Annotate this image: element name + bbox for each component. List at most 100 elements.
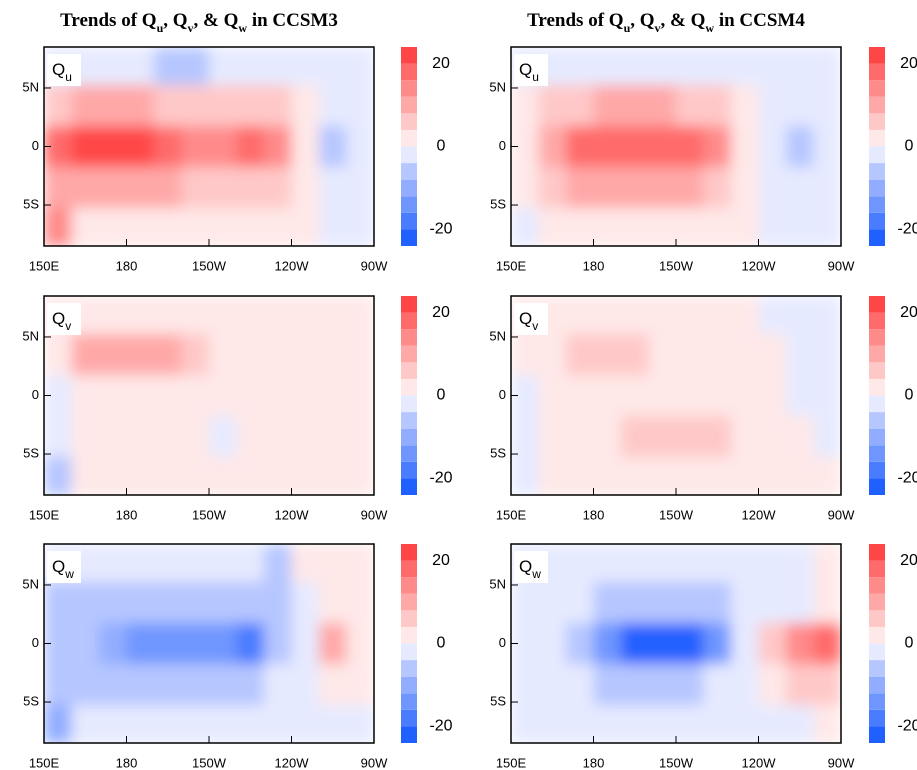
x-tick-label: 150E — [29, 258, 60, 273]
colorbar-box — [401, 47, 417, 64]
colorbar-box — [401, 129, 417, 147]
colorbar-box — [401, 212, 417, 230]
panel-label-box — [47, 54, 81, 86]
contour-cell — [731, 207, 759, 246]
contour-cell — [99, 296, 127, 335]
contour-cell — [319, 415, 347, 458]
contour-cell — [593, 415, 622, 458]
contour-cell — [621, 166, 649, 209]
y-tick-label: 5S — [490, 196, 506, 211]
contour-cells — [44, 296, 374, 495]
contour-cell — [264, 47, 292, 86]
contour-cell — [154, 456, 182, 495]
colorbar-box — [401, 709, 417, 727]
x-tick-label: 150W — [659, 258, 694, 273]
colorbar-label: 0 — [437, 635, 446, 652]
contour-cell — [291, 166, 320, 209]
contour-cell — [511, 166, 539, 209]
contour-cell — [264, 207, 292, 246]
contour-cell — [648, 296, 677, 335]
contour-cell — [676, 544, 704, 583]
y-tick-label: 5N — [22, 328, 39, 343]
y-tick-label: 0 — [32, 635, 39, 650]
contour-cell — [71, 126, 100, 168]
y-tick-label: 5S — [23, 445, 39, 460]
contour-cell — [264, 663, 292, 706]
column-title: Trends of Qu, Qv, & Qw in CCSM4 — [527, 10, 805, 34]
contour-cell — [758, 663, 787, 706]
contour-cell — [621, 704, 649, 743]
colorbar-box — [401, 428, 417, 446]
contour-cell — [676, 47, 704, 86]
contour-cell — [154, 334, 182, 376]
contour-cell — [731, 663, 759, 706]
contour-cell — [593, 544, 622, 583]
panel-label: Qu — [52, 60, 72, 84]
contour-cell — [648, 663, 677, 706]
contour-cell — [786, 704, 814, 743]
colorbar-box — [869, 726, 885, 743]
x-tick-label: 180 — [116, 755, 138, 770]
colorbar-box — [401, 329, 417, 346]
contour-cell — [566, 334, 594, 376]
colorbar-box — [401, 196, 417, 213]
colorbar-box — [869, 96, 885, 114]
x-tick-label: 150W — [659, 755, 694, 770]
colorbar-label: 20 — [900, 55, 917, 72]
contour-cell — [236, 582, 265, 624]
contour-cell — [71, 456, 100, 495]
contour-cell — [44, 582, 72, 624]
contour-cell — [291, 334, 320, 376]
panel-label-box — [514, 54, 548, 86]
colorbar-box — [869, 362, 885, 379]
contour-cell — [181, 207, 210, 246]
title-part: Trends of Q — [527, 10, 623, 31]
contour-cell — [593, 296, 622, 335]
title-part: in CCSM4 — [714, 10, 805, 31]
x-tick-label: 150W — [659, 507, 694, 522]
colorbar-box — [401, 378, 417, 396]
contour-cell — [511, 456, 539, 495]
contour-cell — [154, 207, 182, 246]
panel-label: Qw — [52, 557, 74, 581]
contour-cell — [346, 415, 374, 458]
panel-label: Qw — [519, 557, 541, 581]
colorbar-box — [401, 412, 417, 429]
contour-cell — [291, 47, 320, 86]
x-tick-label: 150W — [192, 755, 227, 770]
contour-cell — [731, 85, 759, 127]
colorbar-box — [869, 577, 885, 594]
colorbar-box — [401, 296, 417, 313]
contour-field — [511, 47, 841, 246]
contour-cell — [648, 85, 677, 127]
panel-label-box — [514, 303, 548, 335]
contour-cell — [264, 85, 292, 127]
contour-cell — [264, 623, 292, 665]
colorbar-box — [401, 445, 417, 462]
contour-cell — [731, 623, 759, 665]
contour-cell — [291, 375, 320, 417]
contour-cell — [264, 166, 292, 209]
contour-cell — [813, 582, 841, 624]
x-tick-label: 180 — [116, 507, 138, 522]
contour-cell — [44, 334, 72, 376]
contour-cell — [44, 85, 72, 127]
colorbar-label: 20 — [432, 304, 450, 321]
contour-cell — [813, 47, 841, 86]
x-tick-label: 90W — [361, 507, 388, 522]
contour-cell — [126, 663, 155, 706]
contour-cell — [154, 582, 182, 624]
contour-cell — [346, 623, 374, 665]
contour-cell — [209, 582, 237, 624]
contour-cell — [236, 415, 265, 458]
contour-cell — [126, 415, 155, 458]
contour-cell — [346, 544, 374, 583]
contour-cell — [813, 166, 841, 209]
contour-cell — [593, 623, 622, 665]
contour-cell — [566, 456, 594, 495]
y-tick-label: 0 — [32, 387, 39, 402]
contour-cell — [566, 85, 594, 127]
colorbar-box — [401, 146, 417, 164]
contour-cell — [731, 704, 759, 743]
colorbar-box — [869, 146, 885, 164]
